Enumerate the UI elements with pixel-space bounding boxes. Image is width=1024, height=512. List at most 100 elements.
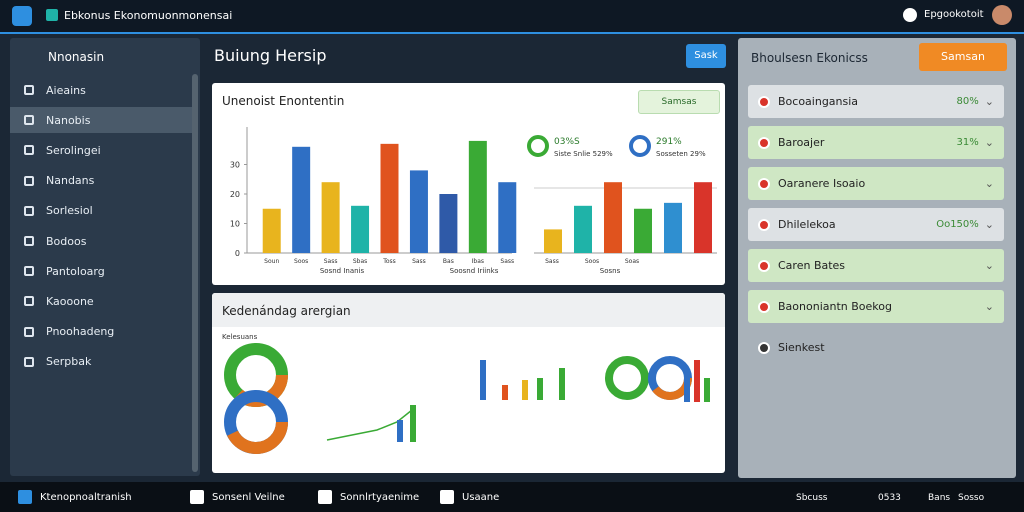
nav-item[interactable]: Nandans: [10, 168, 192, 194]
chart: 0 10 20 30 Soun Soos Sass Sbas Toss Sass Bas Ibas Sa…: [230, 127, 717, 275]
task-label[interactable]: Sonnlrtyaenime: [340, 492, 420, 503]
trend: [326, 409, 413, 441]
button[interactable]: Samsan: [919, 43, 1007, 71]
x-tick-label: Ibas: [472, 258, 484, 265]
bar: [694, 182, 712, 253]
nav-label: Pnoohadeng: [46, 325, 115, 339]
item-icon: [758, 177, 770, 190]
bar: [559, 368, 565, 400]
task-icon: [440, 490, 454, 504]
chevron: ⌄: [984, 95, 994, 108]
bar: [498, 182, 517, 253]
item-icon: [758, 218, 770, 231]
bar: [634, 208, 652, 253]
bar: [380, 143, 399, 253]
item-value: 31%: [956, 137, 979, 148]
item-value: 80%: [956, 96, 979, 107]
nav-item[interactable]: Nanobis: [10, 107, 192, 134]
bar: [574, 205, 592, 253]
nav-label: Serpbak: [46, 355, 92, 369]
nav-item[interactable]: Sorlesiol: [10, 198, 192, 224]
nav-item[interactable]: Bodoos: [10, 228, 192, 254]
button[interactable]: Sask: [686, 44, 726, 68]
panel-item[interactable]: Dhilelekoa Oo150% ⌄: [748, 208, 1004, 241]
nav-item[interactable]: Serolingei: [10, 137, 192, 163]
chevron: ⌄: [984, 300, 994, 313]
item-label: Dhilelekoa: [778, 218, 836, 231]
x-tick-label: Sass: [412, 258, 426, 265]
app-icon: [12, 6, 32, 26]
nav-label: Kaooone: [46, 294, 94, 308]
panel-item[interactable]: Bocoaingansia 80% ⌄: [748, 85, 1004, 118]
item-label: Bocoaingansia: [778, 95, 859, 108]
doc-icon: [46, 9, 58, 21]
task-label[interactable]: Ktenopnoaltranish: [40, 492, 132, 503]
task-label[interactable]: Usaane: [462, 492, 500, 503]
bar: [537, 378, 543, 400]
item-label: Baononiantn Boekog: [778, 300, 892, 313]
bar: [684, 372, 690, 402]
panel-item[interactable]: Oaranere Isoaio ⌄: [748, 167, 1004, 200]
stat-value: 291%: [656, 137, 682, 147]
bar: [522, 380, 528, 400]
bar: [704, 378, 710, 402]
nav-icon: [24, 115, 34, 126]
y-tick-label: 20: [230, 190, 240, 199]
y-tick-label: 30: [230, 161, 240, 170]
nav-icon: [24, 205, 34, 216]
bar: [544, 229, 562, 253]
panel-item[interactable]: Caren Bates ⌄: [748, 249, 1004, 282]
overview-graphics: [224, 343, 710, 454]
bar: [664, 202, 682, 253]
stat-label: Sosseten 29%: [656, 150, 706, 158]
bar: [262, 208, 281, 253]
stat-ring: [629, 135, 651, 157]
nav-icon: [24, 266, 34, 277]
item-label: Sienkest: [778, 341, 825, 354]
nav-item[interactable]: Serpbak: [10, 349, 192, 375]
task-label[interactable]: Sonsenl Veilne: [212, 492, 285, 503]
item-value: Oo150%: [936, 219, 979, 230]
group-label: Soosnd Iriinks: [450, 267, 499, 275]
donut: [224, 390, 288, 454]
nav-icon: [24, 175, 34, 186]
nav-item[interactable]: Aieains: [10, 77, 192, 103]
nav-label: Pantoloarg: [46, 264, 105, 278]
group-label: Sosnd Inanis: [320, 267, 365, 275]
nav-item[interactable]: Pantoloarg: [10, 258, 192, 284]
card-header: [212, 293, 725, 327]
panel-item[interactable]: Sienkest: [748, 331, 1004, 364]
taskbar: [0, 482, 1024, 512]
x-tick-label: Soas: [625, 258, 639, 265]
bar: [351, 205, 370, 253]
avatar[interactable]: [992, 5, 1012, 25]
nav-label: Sorlesiol: [46, 204, 93, 218]
donut: [605, 356, 649, 400]
bar: [468, 140, 487, 253]
item-label: Baroajer: [778, 136, 825, 149]
stat-ring: [527, 135, 549, 157]
chevron: ⌄: [984, 218, 994, 231]
bar: [397, 420, 403, 442]
user-name[interactable]: Epgookotoit: [924, 9, 984, 20]
x-tick-label: Soos: [294, 258, 308, 265]
nav-label: Nanobis: [46, 113, 91, 127]
panel-title: Bhoulsesn Ekonicss: [751, 51, 868, 65]
nav-item[interactable]: Kaooone: [10, 288, 192, 314]
card-title: Kedenándag arergian: [222, 304, 351, 318]
x-tick-label: Sass: [324, 258, 338, 265]
panel-item[interactable]: Baroajer 31% ⌄: [748, 126, 1004, 159]
nav-label: Serolingei: [46, 143, 101, 157]
bar: [480, 360, 486, 400]
nav-item[interactable]: Pnoohadeng: [10, 319, 192, 345]
dropdown[interactable]: Samsas: [638, 90, 720, 114]
status-label: 0533: [878, 493, 901, 503]
item-icon: [758, 300, 770, 313]
nav-icon: [24, 236, 34, 246]
x-tick-label: Sbas: [353, 258, 367, 265]
task-icon: [318, 490, 332, 504]
panel-item[interactable]: Baononiantn Boekog ⌄: [748, 290, 1004, 323]
scrollbar: [192, 74, 198, 472]
nav-label: Nandans: [46, 174, 95, 188]
stat-label: Siste Snlie 529%: [554, 150, 613, 158]
